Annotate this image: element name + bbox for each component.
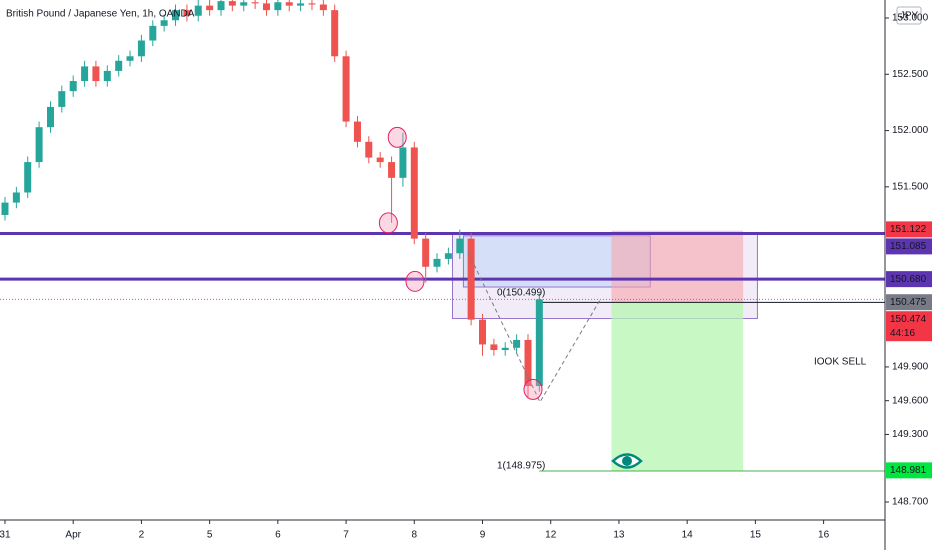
highlight-circle (378, 212, 398, 234)
price-badge-label: 150.680 (890, 274, 927, 285)
highlight-circle (405, 270, 425, 292)
candle-body (433, 258, 441, 267)
highlight-circle (523, 378, 543, 400)
candle-body (92, 66, 100, 82)
candle-body (467, 238, 475, 320)
candle-body (115, 60, 123, 71)
candle-body (12, 192, 20, 203)
candle-body (308, 3, 316, 5)
fib-label: 0(150.499) (497, 288, 545, 299)
price-badge-label: 148.981 (890, 465, 927, 476)
y-tick-label: 152.000 (892, 125, 929, 136)
candle-body (399, 147, 407, 178)
candle-body (297, 3, 305, 6)
y-tick-label: 149.900 (892, 362, 929, 373)
candle-body (479, 319, 487, 345)
y-tick-label: 149.600 (892, 395, 929, 406)
candle-body (262, 3, 270, 11)
price-badge (886, 294, 932, 311)
currency-badge[interactable] (896, 6, 922, 25)
x-tick-label: 6 (275, 530, 281, 541)
candle-body (206, 5, 214, 11)
candle-body (183, 10, 191, 16)
price-badge (886, 462, 932, 479)
price-badge (886, 221, 932, 238)
candle-body (388, 162, 396, 178)
candle-body (376, 157, 384, 163)
candle-body (490, 344, 498, 351)
price-badge (886, 238, 932, 255)
candle-body (194, 5, 202, 16)
candle-body (274, 2, 282, 11)
candle-body (172, 10, 180, 21)
candle-body (456, 238, 464, 254)
candle-body (353, 121, 361, 142)
y-tick-label: 153.000 (892, 13, 929, 24)
dashed-path (467, 251, 601, 404)
candle-body (501, 347, 509, 351)
price-badge (886, 271, 932, 288)
x-tick-label: 8 (412, 530, 418, 541)
x-tick-label: 2 (139, 530, 145, 541)
x-tick-label: 9 (480, 530, 486, 541)
candle-body (228, 1, 236, 6)
x-tick-label: 14 (682, 530, 694, 541)
y-tick-label: 152.500 (892, 69, 929, 80)
candle-body (240, 2, 248, 6)
note: IOOK SELL (814, 357, 867, 368)
candle-body (1, 202, 9, 215)
candle-body (444, 253, 452, 259)
chart-title: British Pound / Japanese Yen, 1h, OANDA (6, 9, 195, 20)
candle-body (342, 56, 350, 122)
x-tick-label: 7 (343, 530, 349, 541)
candle-body (331, 10, 339, 57)
x-tick-label: 13 (613, 530, 625, 541)
candle-body (103, 70, 111, 82)
x-tick-label: 31 (0, 530, 11, 541)
highlight-circle (387, 126, 407, 148)
y-tick-label: 151.500 (892, 181, 929, 192)
x-tick-label: Apr (65, 530, 81, 541)
price-badge-label: 151.122 (890, 224, 927, 235)
countdown: 44:16 (890, 328, 915, 339)
candle-body (410, 147, 418, 239)
candle-body (285, 2, 293, 6)
candle-body (24, 162, 32, 193)
fib-label: 1(148.975) (497, 461, 545, 472)
x-tick-label: 15 (750, 530, 762, 541)
candle-body (149, 25, 157, 41)
candle-body (251, 2, 259, 4)
candle-body (137, 40, 145, 57)
candle-body (217, 1, 225, 11)
candle-body (126, 56, 134, 61)
candle-body (69, 81, 77, 92)
stop-zone (611, 230, 744, 303)
price-badge-label: 150.474 (890, 314, 927, 325)
y-tick-label: 148.700 (892, 497, 929, 508)
candle-body (365, 141, 373, 158)
x-tick-label: 12 (545, 530, 557, 541)
candle-body (422, 238, 430, 267)
candle-body (524, 339, 532, 387)
candle-body (160, 20, 168, 26)
price-badge-label: 151.085 (890, 241, 927, 252)
x-tick-label: 5 (207, 530, 213, 541)
x-tick-label: 16 (818, 530, 830, 541)
candle-body (35, 127, 43, 163)
target-zone (611, 302, 744, 472)
candle-body (535, 299, 543, 387)
candle-body (81, 66, 89, 82)
y-tick-label: 149.300 (892, 429, 929, 440)
eye-pupil (622, 456, 632, 466)
candle-body (58, 91, 66, 107)
price-badge-label: 150.475 (890, 297, 927, 308)
candle-body (513, 339, 521, 348)
price-badge (886, 311, 932, 342)
plot-area: 0(150.499) 1(148.975) IOOK SELL (0, 0, 885, 472)
candle-body (319, 4, 327, 11)
currency: JPY (900, 11, 919, 22)
candle-body (46, 106, 54, 128)
